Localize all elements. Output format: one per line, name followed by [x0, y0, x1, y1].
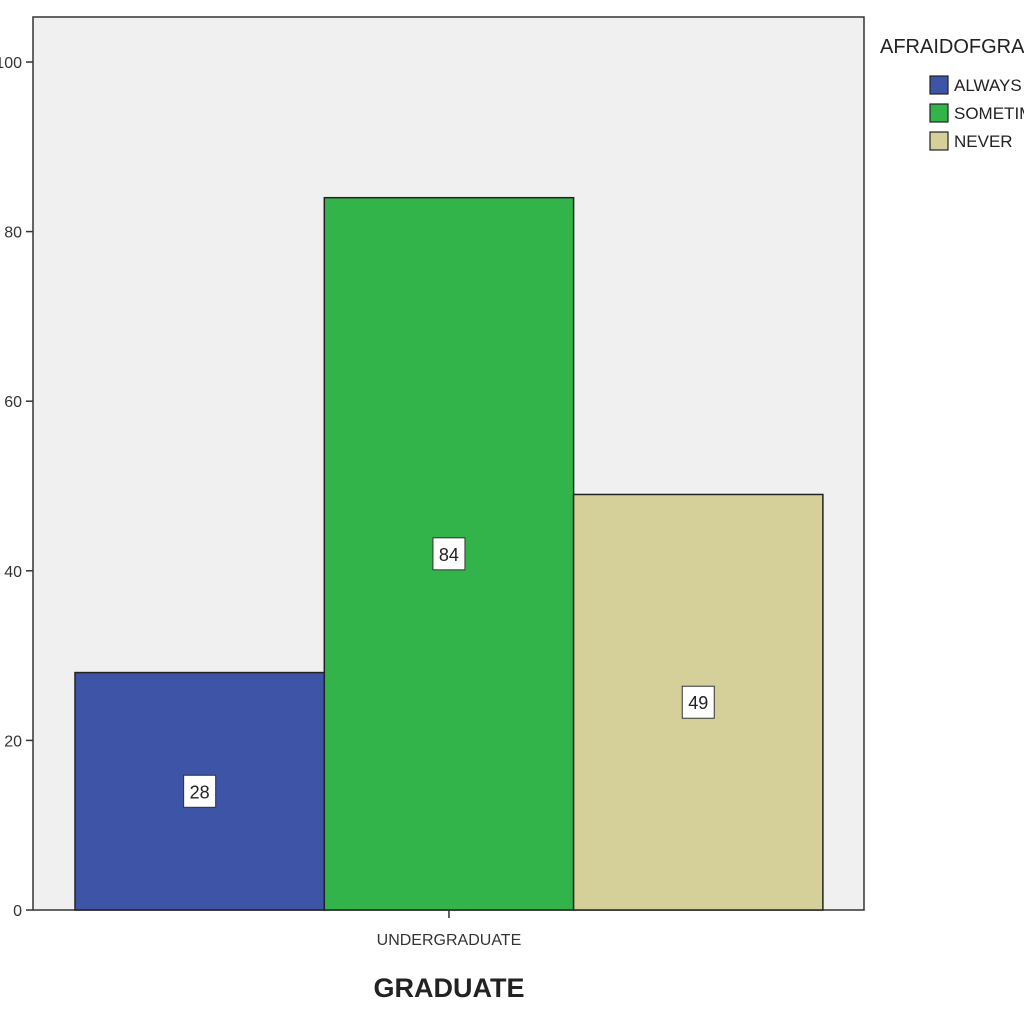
data-label: 84 [439, 545, 459, 565]
data-label: 49 [688, 693, 708, 713]
legend: AFRAIDOFGRADES ALWAYS SOMETIMES NEVER [880, 36, 1024, 151]
x-axis: UNDERGRADUATE [377, 910, 522, 949]
bars-group: 28 84 49 [74, 196, 824, 911]
legend-swatch [929, 75, 949, 95]
legend-label: ALWAYS [954, 76, 1022, 95]
x-tick-label: UNDERGRADUATE [377, 932, 522, 949]
y-tick-label: 80 [4, 225, 22, 242]
y-tick-label: 60 [4, 394, 22, 411]
y-tick-label: 40 [4, 564, 22, 581]
legend-label: SOMETIMES [954, 104, 1024, 123]
x-axis-title: GRADUATE [374, 973, 525, 1003]
legend-title: AFRAIDOFGRADES [880, 36, 1024, 58]
data-label-box [183, 774, 217, 808]
data-label-box [432, 537, 466, 571]
data-label-box [681, 685, 715, 719]
legend-label: NEVER [954, 132, 1013, 151]
y-tick-label: 20 [4, 733, 22, 750]
y-tick-label: 100 [0, 55, 22, 72]
legend-swatch [929, 131, 949, 151]
data-label: 28 [190, 782, 210, 802]
y-tick-label: 0 [13, 903, 22, 920]
y-axis: 0 20 40 60 80 100 [0, 55, 33, 920]
bar-sometimes [323, 196, 575, 911]
legend-swatch [929, 103, 949, 123]
